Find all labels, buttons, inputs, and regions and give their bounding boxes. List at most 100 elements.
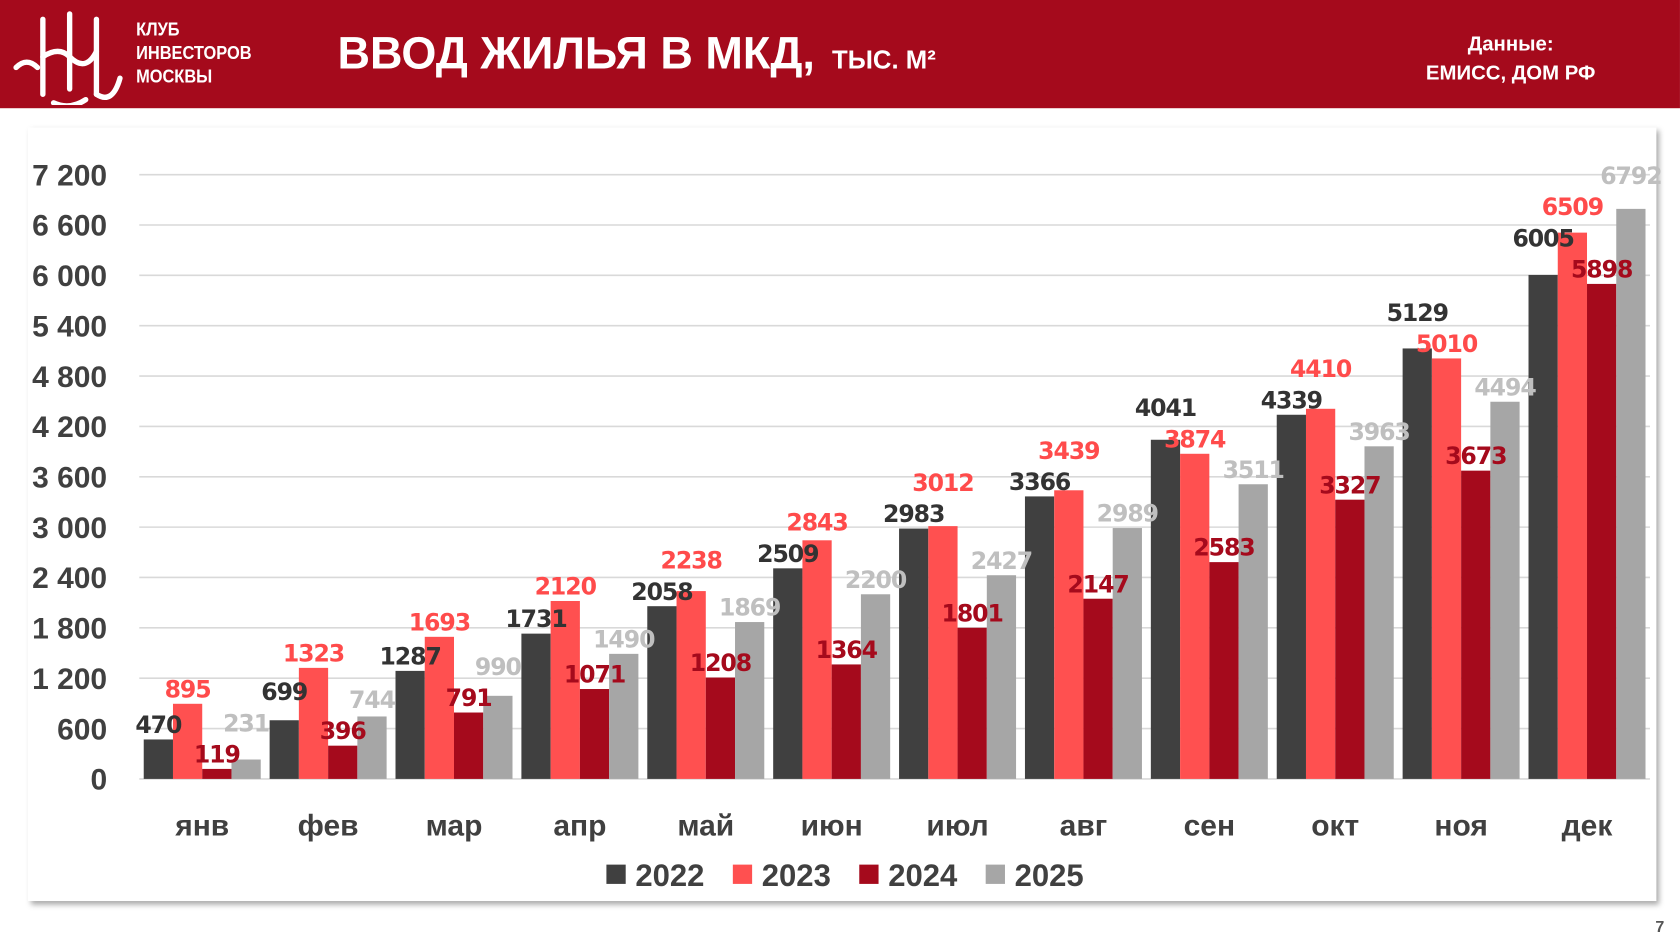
data-label-2022: 1287 [379,642,440,670]
legend-swatch-2024 [859,864,879,884]
data-label-2025: 3963 [1348,418,1409,446]
legend-label-2022: 2022 [635,858,704,893]
bar-2024 [454,712,484,779]
data-label-2024: 5898 [1571,255,1632,283]
y-tick-label: 0 [90,764,107,797]
x-tick-label: сен [1184,810,1235,843]
title-unit: ТЫС. М² [832,46,936,75]
bar-2023 [1557,232,1588,779]
bar-2022 [773,568,803,779]
data-label-2025: 2989 [1097,500,1158,528]
bar-2022 [899,528,929,779]
bar-2022 [647,606,677,779]
data-label-2023: 1323 [283,639,344,667]
legend-label-2025: 2025 [1015,858,1084,893]
data-label-2025: 2427 [971,547,1032,575]
data-label-2023: 5010 [1416,330,1478,358]
bar-2023 [928,526,958,779]
data-label-2022: 4339 [1261,386,1322,414]
bar-2022 [1276,414,1306,779]
title-text: ВВОД ЖИЛЬЯ В МКД, [337,27,815,79]
bar-2023 [1431,358,1462,779]
bar-2023 [550,600,580,779]
x-tick-label: ноя [1434,810,1488,843]
bar-2025 [735,622,765,779]
bar-2024 [579,689,610,779]
data-label-2024: 1364 [816,636,878,664]
club-logo-icon [13,11,123,105]
bar-2024 [1461,470,1491,779]
bar-2022 [1402,348,1432,779]
data-label-2024: 396 [320,717,367,745]
bar-2025 [1112,528,1142,779]
bar-2022 [269,720,299,779]
data-label-2022: 699 [261,678,307,706]
bar-2022 [1024,496,1055,779]
bar-2023 [298,667,329,779]
bar-2024 [328,745,358,779]
source-label: Данные: [1467,33,1554,56]
data-label-2022: 2983 [883,500,944,528]
bar-2023 [1054,490,1084,779]
x-tick-label: мар [426,810,483,843]
data-label-2024: 2583 [1193,534,1254,562]
x-tick-label: окт [1311,810,1359,843]
data-label-2024: 791 [446,684,492,712]
bar-2025 [1238,484,1268,779]
club-line-1: КЛУБ [136,19,180,40]
data-label-2022: 6005 [1512,224,1573,252]
y-tick-label: 6 600 [32,210,107,243]
y-tick-label: 3 000 [32,512,107,545]
data-label-2022: 2509 [757,540,818,568]
data-label-2024: 1801 [942,599,1003,627]
x-tick-label: июл [926,810,988,843]
bar-2023 [424,636,455,779]
header-bar: КЛУБ ИНВЕСТОРОВ МОСКВЫ ВВОД ЖИЛЬЯ В МКД,… [0,0,1680,109]
bar-2025 [986,575,1017,779]
bar-2025 [1364,446,1394,779]
y-tick-label: 2 400 [32,562,107,595]
data-label-2023: 4410 [1290,355,1352,383]
bar-2023 [1180,453,1210,779]
bar-2024 [831,664,861,779]
data-label-2025: 231 [223,709,269,737]
data-label-2025: 1490 [593,625,655,653]
data-label-2025: 6792 [1600,162,1661,190]
y-tick-label: 1 200 [32,663,107,696]
data-label-2024: 3327 [1319,471,1380,499]
data-label-2023: 1693 [409,608,470,636]
data-label-2025: 3511 [1223,456,1284,484]
data-label-2022: 470 [135,711,182,739]
x-tick-label: фев [298,810,359,843]
bar-2024 [957,627,987,779]
y-tick-label: 7 200 [32,159,107,192]
data-label-2022: 4041 [1135,394,1196,422]
data-label-2025: 4494 [1474,373,1536,401]
bar-2022 [395,670,425,779]
data-label-2022: 5129 [1387,299,1448,327]
bar-2024 [1587,283,1617,779]
y-tick-label: 600 [57,713,107,746]
bar-2025 [231,759,261,779]
x-tick-label: дек [1562,810,1614,843]
data-label-2023: 2843 [786,509,847,537]
source-value: ЕМИСС, ДОМ РФ [1425,62,1596,85]
bar-2022 [143,739,173,779]
data-label-2024: 3673 [1445,442,1506,470]
data-label-2025: 990 [475,653,522,681]
bar-2025 [1616,208,1646,779]
x-tick-label: авг [1060,810,1108,843]
page-number: 7 [1655,918,1665,937]
data-label-2022: 1731 [505,605,566,633]
bar-2023 [676,591,706,779]
data-label-2023: 3874 [1164,425,1226,453]
x-tick-label: июн [801,810,863,843]
data-label-2024: 119 [194,740,240,768]
bar-2025 [357,716,387,779]
club-line-2: ИНВЕСТОРОВ [136,42,252,64]
data-label-2022: 3366 [1009,468,1071,496]
y-tick-label: 5 400 [32,310,107,343]
legend-swatch-2022 [606,864,626,884]
